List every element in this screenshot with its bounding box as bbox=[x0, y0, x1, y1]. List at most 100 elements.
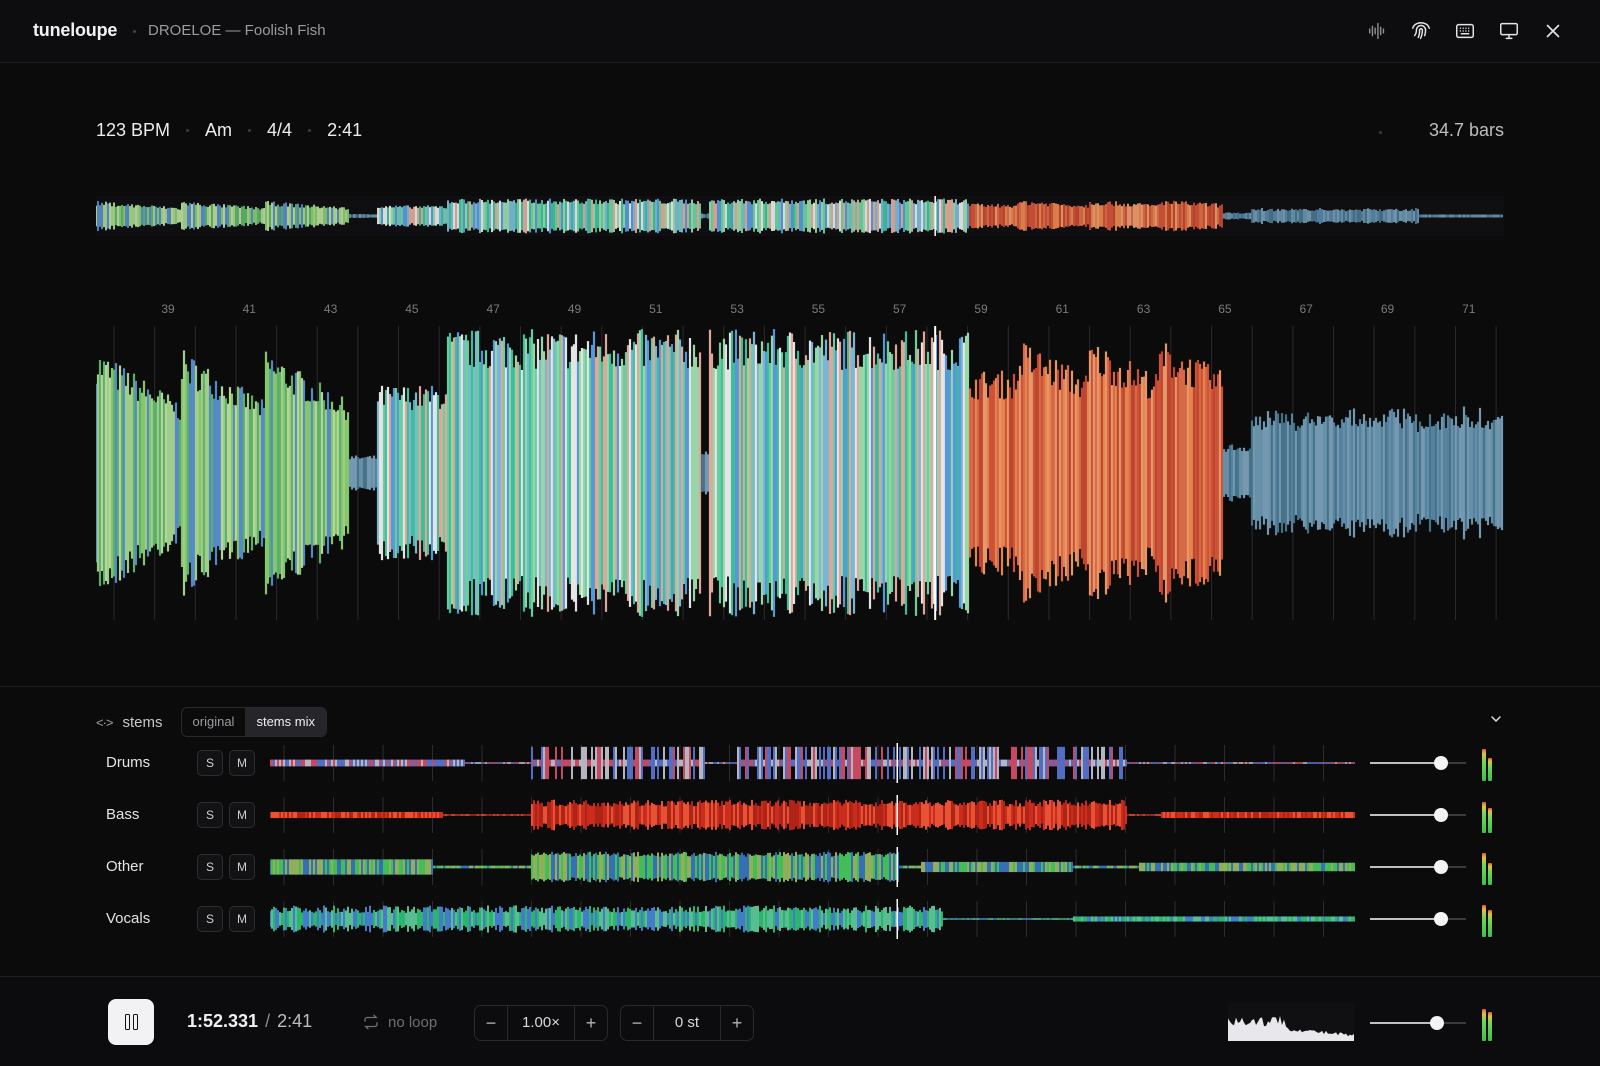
stem-row-bass: Bass S M bbox=[96, 795, 1504, 835]
app-logo: tuneloupe bbox=[33, 20, 118, 40]
fingerprint-icon[interactable] bbox=[1408, 18, 1434, 44]
stem-volume-fill bbox=[1370, 814, 1442, 816]
speed-decrease-button[interactable]: − bbox=[485, 1013, 497, 1033]
mute-button[interactable]: M bbox=[229, 750, 255, 776]
stem-volume-fill bbox=[1370, 866, 1442, 868]
bar-number: 39 bbox=[161, 302, 175, 316]
solo-button[interactable]: S bbox=[197, 906, 223, 932]
bar-number: 49 bbox=[567, 302, 582, 316]
bar-number: 47 bbox=[486, 302, 500, 316]
main-waveform[interactable] bbox=[96, 326, 1504, 620]
waveform-icon[interactable] bbox=[1364, 18, 1390, 44]
master-volume-fill bbox=[1370, 1022, 1438, 1024]
separator-dot bbox=[1379, 131, 1382, 134]
pitch-decrease-button[interactable]: − bbox=[631, 1013, 643, 1033]
meter-bar bbox=[1482, 853, 1486, 885]
transport-bar: 1:52.331 / 2:41 no loop − 1.00× + − 0 st + bbox=[0, 976, 1600, 1066]
stem-volume-knob[interactable] bbox=[1434, 808, 1449, 822]
pitch-stepper: − 0 st + bbox=[620, 1005, 754, 1041]
stems-header: <·> stems original stems mix bbox=[96, 707, 327, 737]
stem-volume-knob[interactable] bbox=[1434, 912, 1449, 926]
keyboard-icon[interactable] bbox=[1452, 18, 1478, 44]
repeat-icon bbox=[364, 1014, 378, 1030]
title-bar: tuneloupe DROELOE — Foolish Fish bbox=[0, 0, 1600, 63]
meter-bar bbox=[1488, 863, 1492, 885]
separator-dot bbox=[186, 129, 190, 132]
stem-volume-knob[interactable] bbox=[1434, 860, 1449, 874]
loop-toggle[interactable]: no loop bbox=[362, 1013, 437, 1031]
bar-number: 51 bbox=[649, 302, 663, 316]
time-signature: 4/4 bbox=[267, 120, 293, 140]
separator-dot bbox=[248, 129, 252, 132]
stems-panel: <·> stems original stems mix Drums S M Bass… bbox=[0, 686, 1600, 976]
stem-volume-slider[interactable] bbox=[1370, 860, 1466, 874]
bar-number: 61 bbox=[1055, 302, 1069, 316]
mode-original[interactable]: original bbox=[192, 714, 235, 729]
stem-level-meter bbox=[1482, 849, 1496, 885]
mute-button[interactable]: M bbox=[229, 906, 255, 932]
master-volume-slider[interactable] bbox=[1370, 1016, 1466, 1030]
mute-button[interactable]: M bbox=[229, 854, 255, 880]
track-title: DROELOE — Foolish Fish bbox=[148, 22, 326, 39]
stem-waveform[interactable] bbox=[270, 899, 1356, 939]
total-time: 2:41 bbox=[277, 1011, 313, 1031]
track-meta: 123 BPM Am 4/4 2:41 bbox=[96, 120, 362, 141]
pitch-increase-button[interactable]: + bbox=[731, 1013, 743, 1033]
meter-bar bbox=[1488, 1012, 1492, 1041]
solo-button[interactable]: S bbox=[197, 802, 223, 828]
key-value: Am bbox=[205, 120, 233, 140]
speed-value[interactable]: 1.00× bbox=[507, 1006, 575, 1040]
master-level-meter bbox=[1482, 1005, 1496, 1041]
stem-row-other: Other S M bbox=[96, 847, 1504, 887]
master-volume-knob[interactable] bbox=[1430, 1016, 1445, 1030]
stem-volume-slider[interactable] bbox=[1370, 808, 1466, 822]
stems-mode-toggle: original stems mix bbox=[180, 707, 327, 737]
stem-level-meter bbox=[1482, 745, 1496, 781]
stem-volume-fill bbox=[1370, 762, 1442, 764]
stem-waveform[interactable] bbox=[270, 847, 1356, 887]
stem-name: Bass bbox=[106, 806, 140, 823]
bar-ruler: 39 41 43 45 47 49 51 53 55 57 59 61 63 65 67 69 71 bbox=[96, 302, 1504, 320]
solo-button[interactable]: S bbox=[197, 750, 223, 776]
stem-row-drums: Drums S M bbox=[96, 743, 1504, 783]
overview-waveform[interactable] bbox=[96, 196, 1504, 236]
loop-label: no loop bbox=[388, 1013, 438, 1031]
pitch-value[interactable]: 0 st bbox=[653, 1006, 721, 1040]
bar-number: 53 bbox=[730, 302, 744, 316]
solo-button[interactable]: S bbox=[197, 854, 223, 880]
meter-bar bbox=[1482, 904, 1486, 937]
mute-button[interactable]: M bbox=[229, 802, 255, 828]
time-separator: / bbox=[265, 1011, 271, 1031]
pause-button[interactable] bbox=[108, 999, 154, 1045]
stem-name: Other bbox=[106, 858, 144, 875]
stem-row-vocals: Vocals S M bbox=[96, 899, 1504, 939]
close-icon[interactable] bbox=[1540, 18, 1566, 44]
stem-level-meter bbox=[1482, 797, 1496, 833]
bar-number: 67 bbox=[1299, 302, 1313, 316]
bar-number: 63 bbox=[1136, 302, 1151, 316]
mode-stems-mix[interactable]: stems mix bbox=[245, 708, 326, 736]
bar-number: 55 bbox=[811, 302, 826, 316]
stem-name: Vocals bbox=[106, 910, 151, 927]
stem-name: Drums bbox=[106, 754, 151, 771]
speed-stepper: − 1.00× + bbox=[474, 1005, 608, 1041]
chevron-down-icon[interactable] bbox=[1488, 711, 1504, 732]
code-arrows-icon: <·> bbox=[96, 714, 113, 730]
meter-bar bbox=[1482, 1008, 1486, 1041]
speed-increase-button[interactable]: + bbox=[585, 1013, 597, 1033]
stem-volume-slider[interactable] bbox=[1370, 756, 1466, 770]
stem-volume-knob[interactable] bbox=[1434, 756, 1449, 770]
monitor-icon[interactable] bbox=[1496, 18, 1522, 44]
bar-number: 69 bbox=[1380, 302, 1395, 316]
duration-value: 2:41 bbox=[327, 120, 363, 140]
bar-number: 57 bbox=[893, 302, 907, 316]
stem-waveform[interactable] bbox=[270, 743, 1356, 783]
meter-bar bbox=[1488, 910, 1492, 937]
stem-volume-slider[interactable] bbox=[1370, 912, 1466, 926]
pause-icon bbox=[124, 1014, 130, 1030]
separator-dot bbox=[308, 129, 312, 132]
current-time: 1:52.331 bbox=[187, 1011, 259, 1031]
meter-bar bbox=[1482, 802, 1486, 833]
stem-waveform[interactable] bbox=[270, 795, 1356, 835]
meter-bar bbox=[1482, 748, 1486, 781]
